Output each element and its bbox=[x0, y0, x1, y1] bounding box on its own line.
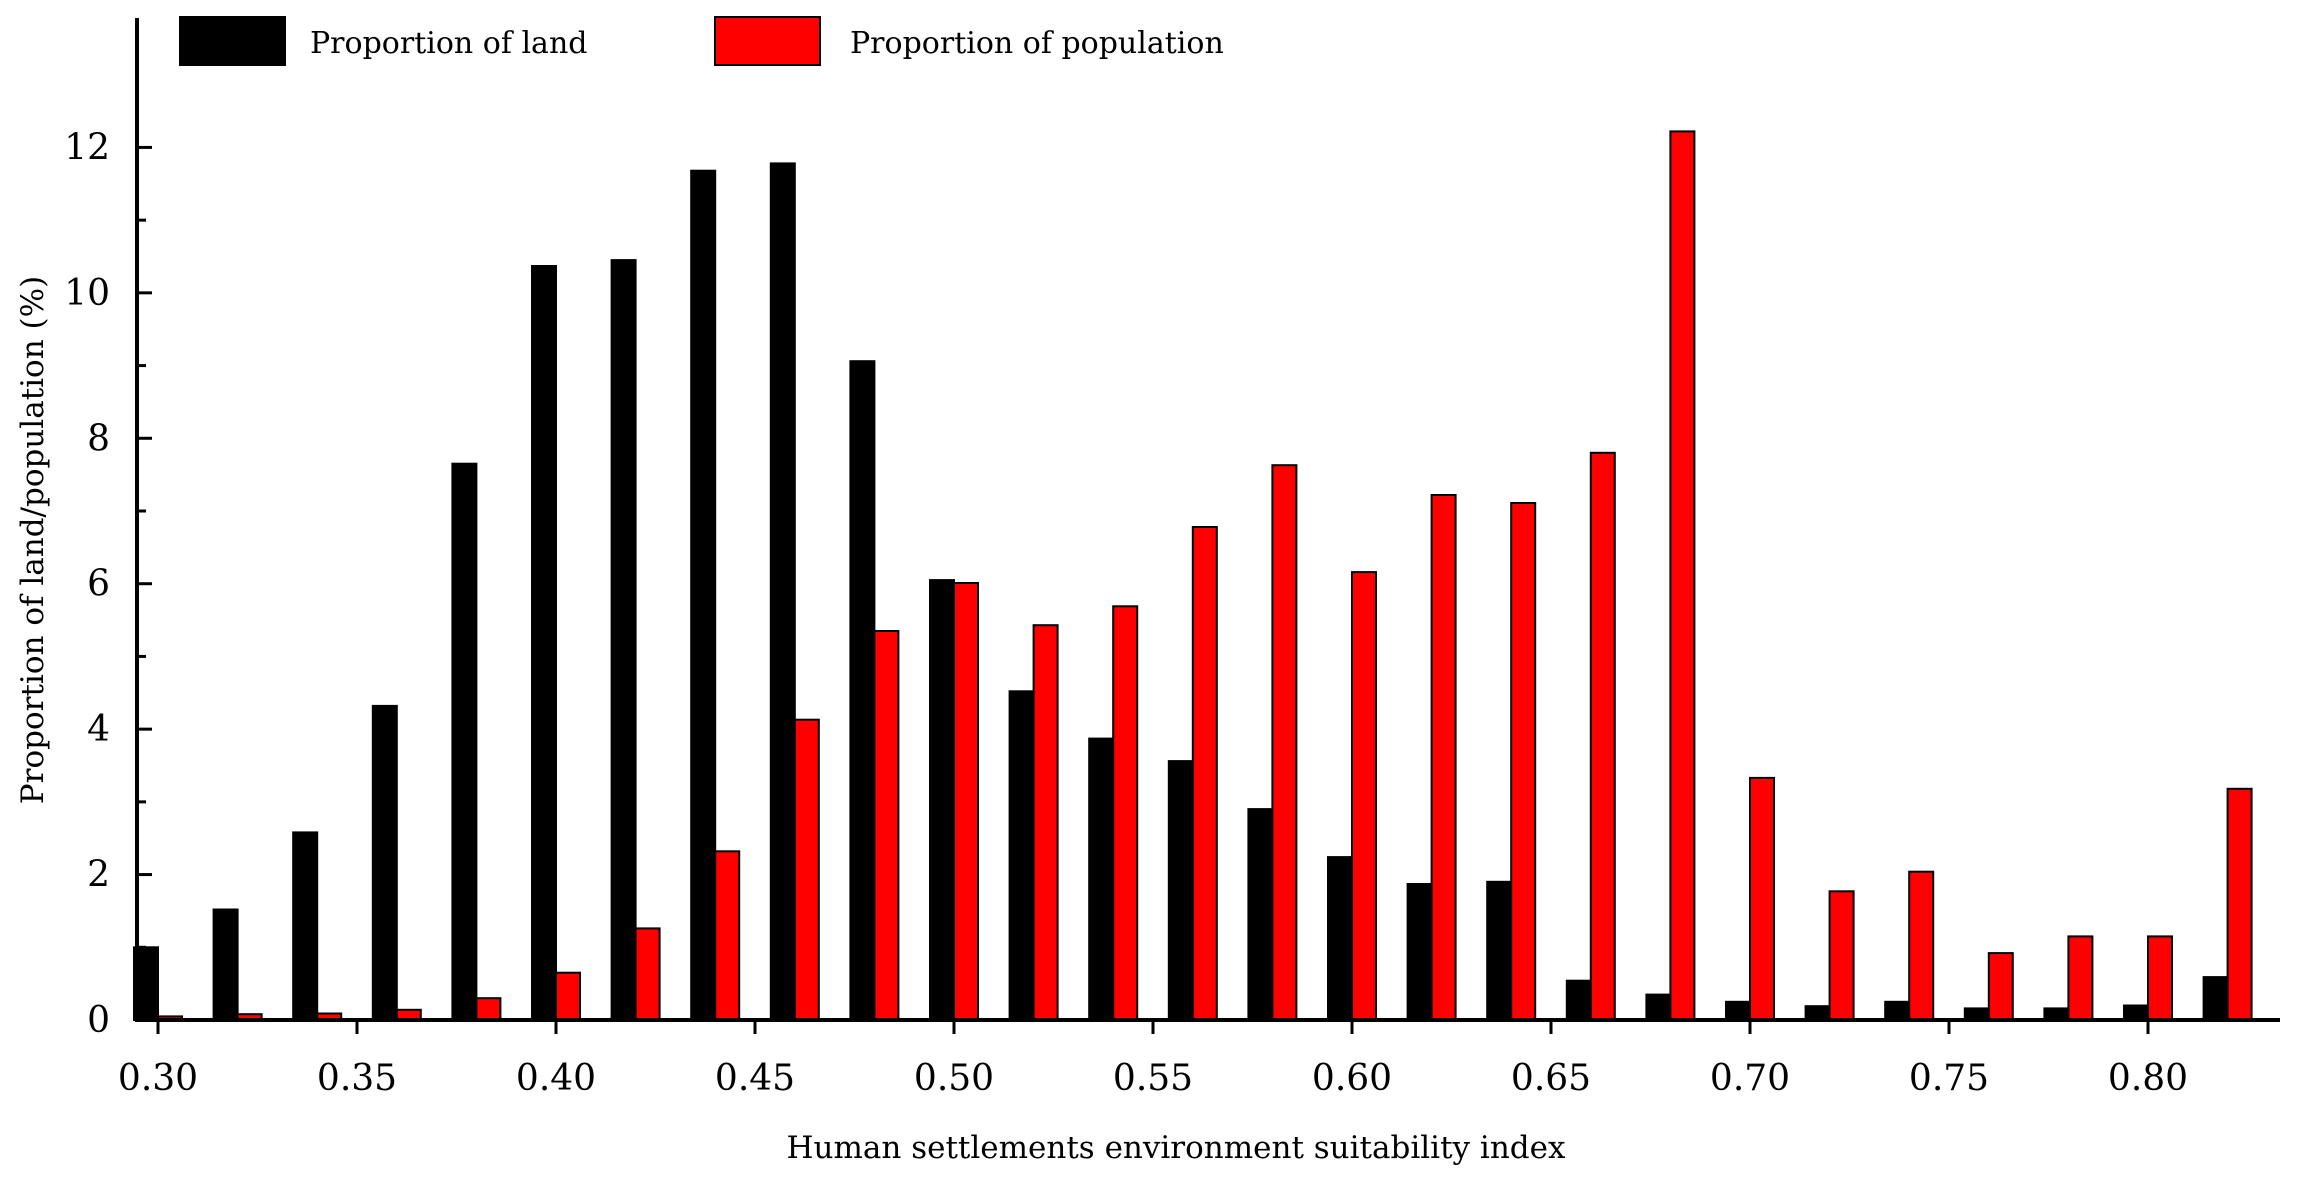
bar-land-0.60 bbox=[1327, 856, 1353, 1021]
y-ticks: 0 2 4 6 8 10 12 bbox=[64, 127, 152, 1041]
x-axis-title: Human settlements environment suitabilit… bbox=[787, 1130, 1566, 1166]
legend-label-population: Proportion of population bbox=[850, 26, 1224, 61]
bar-population-0.80 bbox=[2147, 935, 2173, 1022]
bar-population-0.78 bbox=[2067, 935, 2094, 1022]
x-tick-label-0.60: 0.60 bbox=[1312, 1058, 1392, 1099]
x-tick-label-0.75: 0.75 bbox=[1909, 1058, 1989, 1099]
y-tick-label-8: 8 bbox=[87, 418, 110, 459]
bar-land-0.72 bbox=[1804, 1005, 1831, 1022]
x-tick-label-0.65: 0.65 bbox=[1511, 1058, 1591, 1099]
bar-population-0.66 bbox=[1589, 451, 1616, 1021]
y-tick-label-10: 10 bbox=[64, 273, 110, 314]
bar-land-0.36 bbox=[371, 704, 398, 1022]
bar-land-0.64 bbox=[1486, 880, 1513, 1021]
bar-population-0.44 bbox=[714, 850, 741, 1021]
bar-land-0.82 bbox=[2202, 976, 2229, 1021]
bar-land-0.38 bbox=[451, 462, 478, 1021]
bar-population-0.72 bbox=[1828, 890, 1855, 1021]
x-tick-label-0.55: 0.55 bbox=[1113, 1058, 1193, 1099]
bar-land-0.66 bbox=[1565, 979, 1592, 1022]
bar-land-0.46 bbox=[769, 162, 796, 1021]
y-tick-label-2: 2 bbox=[87, 855, 110, 896]
x-tick-label-0.50: 0.50 bbox=[914, 1058, 994, 1099]
axes-layer bbox=[135, 18, 2280, 1022]
y-tick-label-0: 0 bbox=[87, 1000, 110, 1041]
bar-land-0.32 bbox=[212, 908, 239, 1021]
x-ticks: 0.30 0.35 0.40 0.45 0.50 0.55 0.60 0.65 0.70 0.75… bbox=[118, 1020, 2188, 1099]
x-tick-label-0.70: 0.70 bbox=[1710, 1058, 1790, 1099]
bar-land-0.74 bbox=[1884, 1000, 1911, 1021]
y-axis-title: Proportion of land/population (%) bbox=[15, 276, 51, 804]
bar-land-0.44 bbox=[690, 169, 717, 1021]
bar-population-0.50 bbox=[953, 582, 979, 1021]
bar-population-0.56 bbox=[1191, 526, 1218, 1021]
legend-label-land: Proportion of land bbox=[310, 26, 587, 61]
y-tick-label-12: 12 bbox=[64, 127, 110, 168]
legend: Proportion of land Proportion of populat… bbox=[179, 16, 1224, 66]
bar-land-0.68 bbox=[1645, 993, 1672, 1021]
bar-population-0.70 bbox=[1749, 776, 1775, 1022]
bar-population-0.48 bbox=[873, 630, 900, 1021]
bar-land-0.58 bbox=[1247, 808, 1274, 1021]
x-tick-label-0.35: 0.35 bbox=[317, 1058, 397, 1099]
x-tick-label-0.40: 0.40 bbox=[516, 1058, 596, 1099]
bar-population-0.52 bbox=[1032, 624, 1059, 1021]
bar-land-0.40 bbox=[531, 265, 557, 1021]
bar-population-0.64 bbox=[1510, 502, 1537, 1021]
bar-population-0.68 bbox=[1669, 130, 1696, 1021]
legend-swatch-land bbox=[179, 16, 286, 66]
bar-land-0.42 bbox=[610, 259, 637, 1022]
x-tick-label-0.45: 0.45 bbox=[715, 1058, 795, 1099]
bar-population-0.82 bbox=[2226, 787, 2253, 1021]
bar-population-0.42 bbox=[634, 927, 661, 1022]
bar-population-0.74 bbox=[1908, 870, 1935, 1022]
bar-land-0.62 bbox=[1406, 883, 1433, 1021]
bar-population-0.58 bbox=[1271, 464, 1298, 1021]
bar-land-0.54 bbox=[1088, 737, 1115, 1021]
bar-land-0.34 bbox=[292, 831, 319, 1022]
y-tick-label-6: 6 bbox=[87, 564, 110, 605]
bar-population-0.76 bbox=[1987, 952, 2014, 1021]
bar-population-0.60 bbox=[1351, 571, 1377, 1021]
bar-land-0.56 bbox=[1167, 760, 1194, 1021]
bar-land-0.48 bbox=[849, 360, 876, 1021]
x-tick-label-0.80: 0.80 bbox=[2108, 1058, 2188, 1099]
bar-land-0.50 bbox=[929, 579, 955, 1021]
bar-land-0.80 bbox=[2123, 1004, 2149, 1021]
bar-population-0.54 bbox=[1112, 605, 1139, 1021]
bar-population-0.38 bbox=[475, 997, 502, 1022]
bars-layer bbox=[133, 130, 2253, 1022]
x-tick-label-0.30: 0.30 bbox=[118, 1058, 198, 1099]
bar-population-0.40 bbox=[555, 971, 581, 1022]
y-tick-label-4: 4 bbox=[87, 709, 110, 750]
legend-swatch-population bbox=[714, 16, 821, 66]
bar-population-0.46 bbox=[793, 718, 820, 1021]
bar-land-0.70 bbox=[1725, 1000, 1751, 1021]
bar-population-0.62 bbox=[1430, 494, 1457, 1021]
bar-land-0.52 bbox=[1008, 690, 1035, 1021]
